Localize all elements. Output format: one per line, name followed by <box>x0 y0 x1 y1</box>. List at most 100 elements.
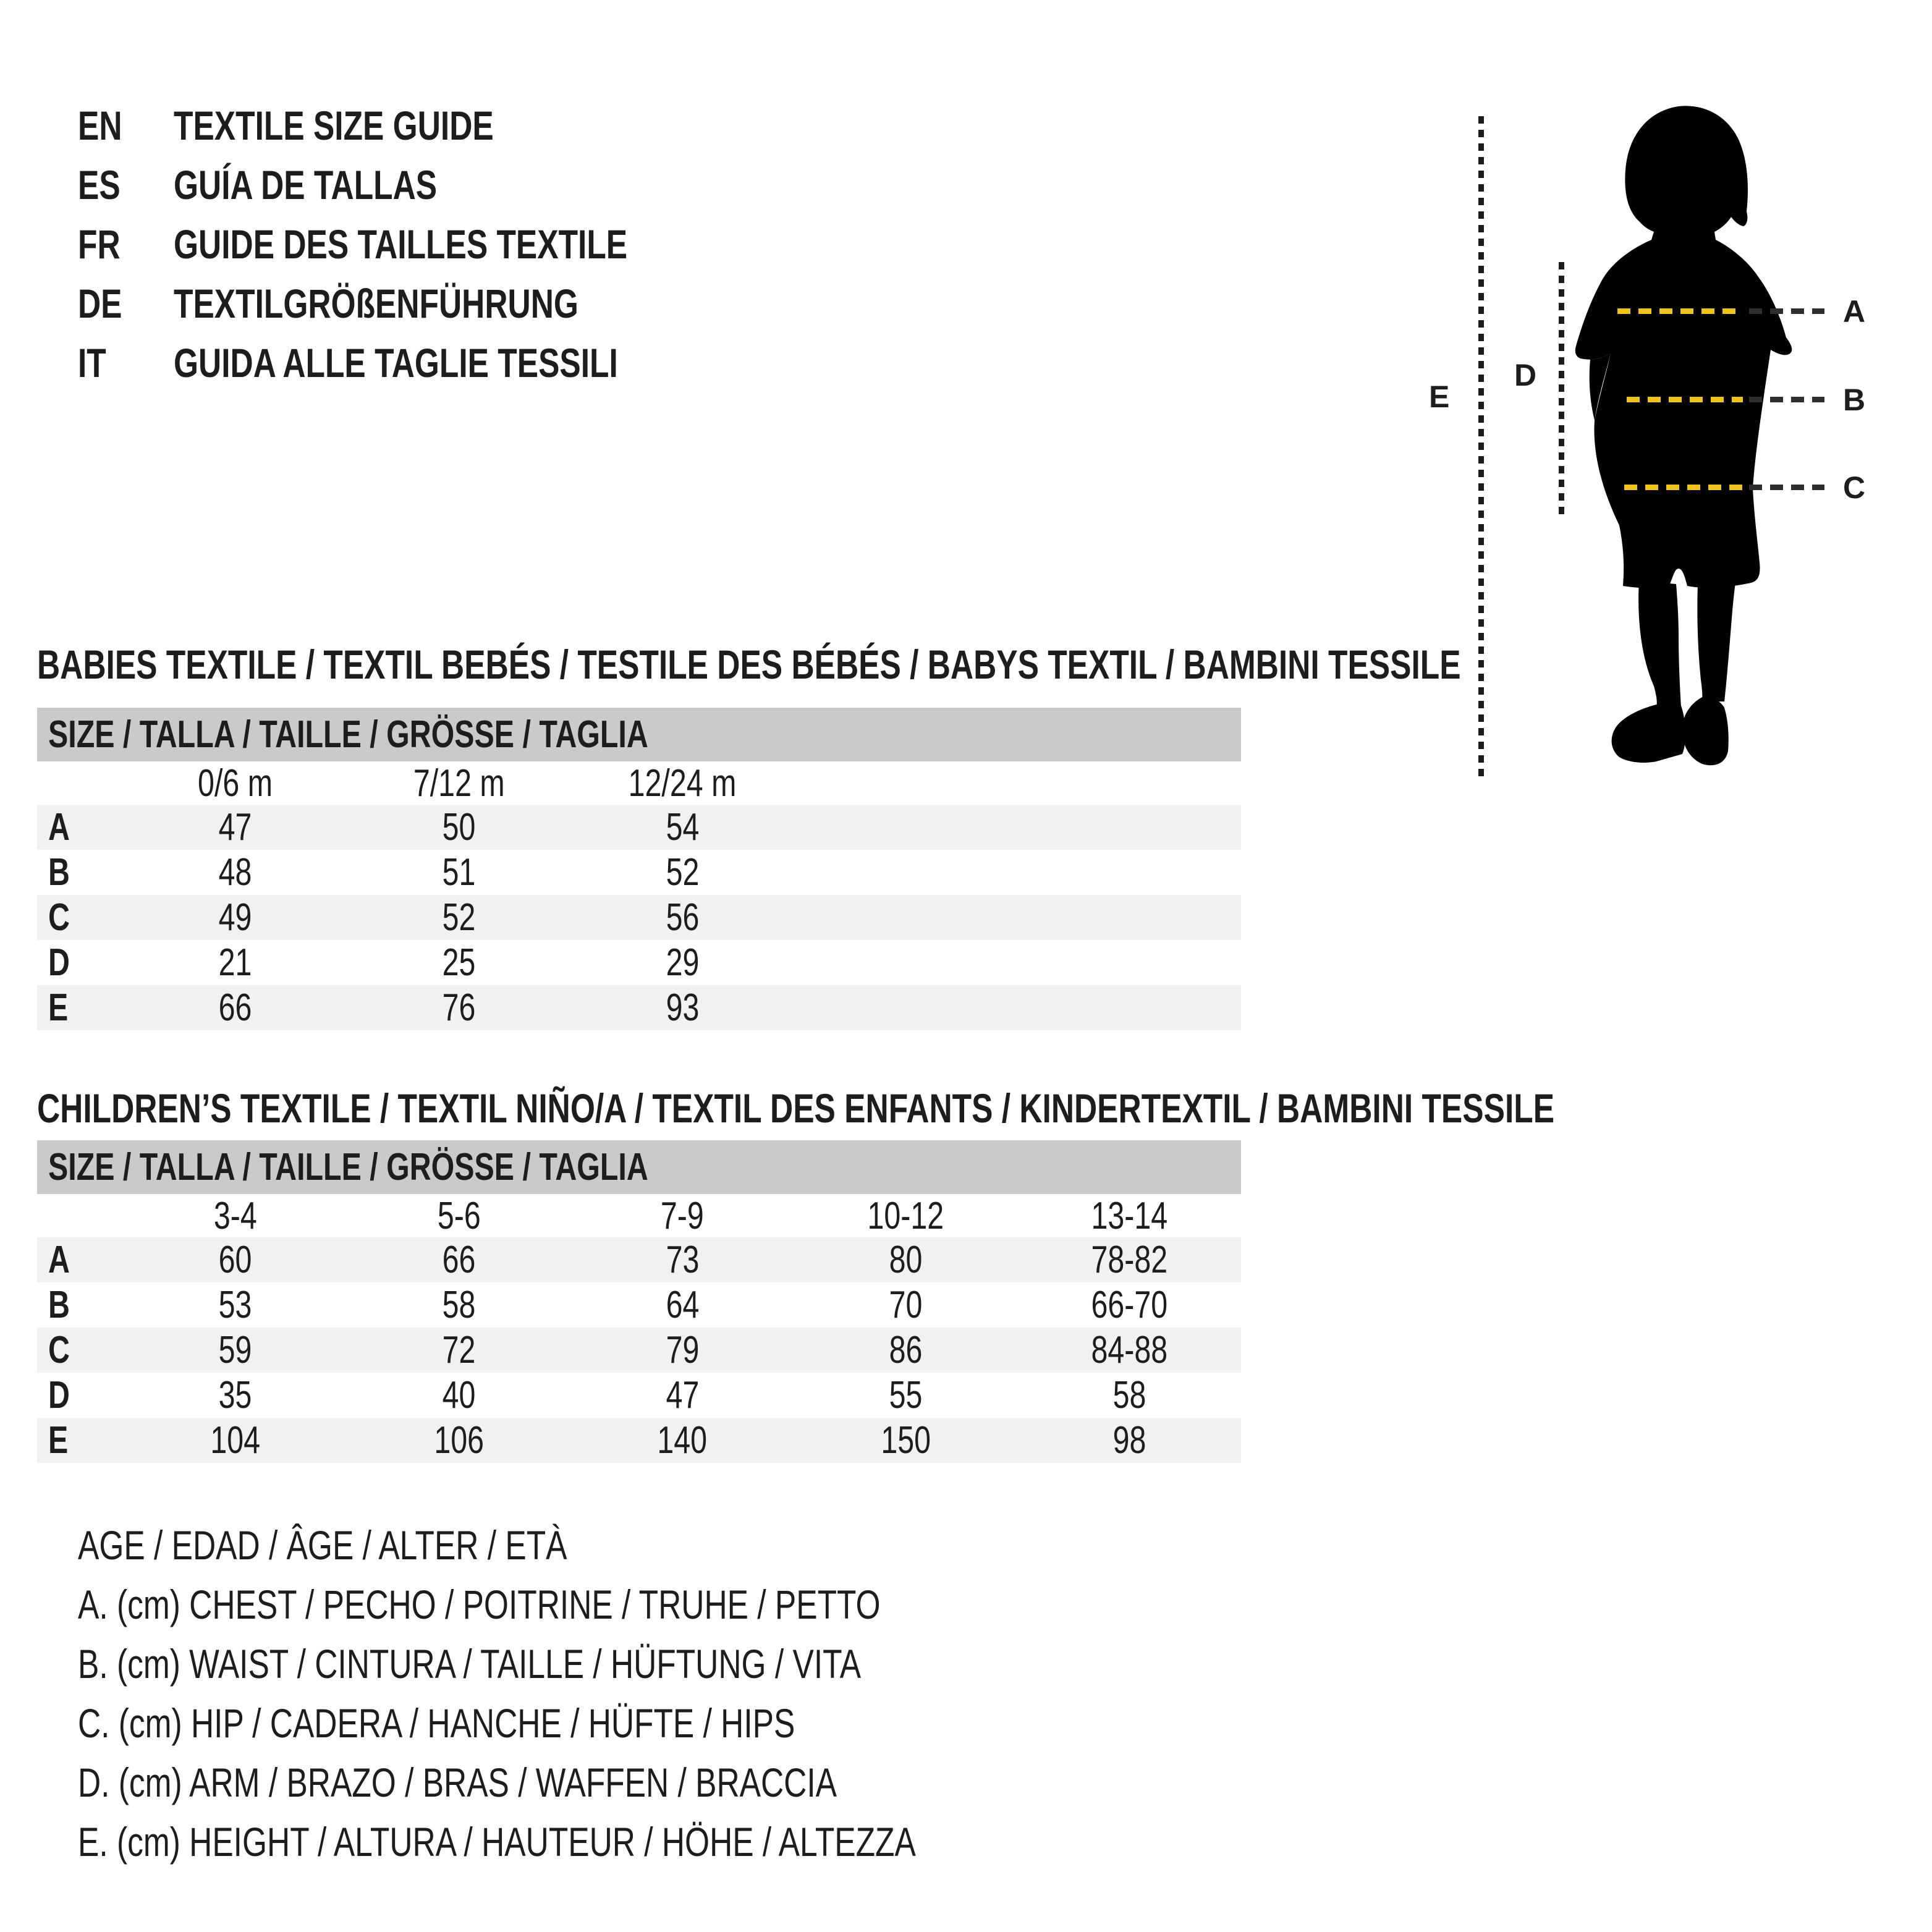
size-cell: 48 <box>124 850 347 894</box>
size-cell: 47 <box>570 1373 794 1417</box>
legend-line-chest: A. (cm) CHEST / PECHO / POITRINE / TRUHE… <box>78 1575 1152 1634</box>
size-value: 35 <box>218 1374 252 1417</box>
size-row-label-text: E <box>48 986 69 1029</box>
size-header-text: SIZE / TALLA / TAILLE / GRÖSSE / TAGLIA <box>48 713 648 756</box>
size-value: 53 <box>218 1284 252 1326</box>
size-cell: 104 <box>124 1418 347 1462</box>
legend-line-height: E. (cm) HEIGHT / ALTURA / HAUTEUR / HÖHE… <box>78 1812 1152 1871</box>
size-cell: 56 <box>570 896 794 939</box>
size-value: 66-70 <box>1091 1284 1168 1326</box>
language-title: GUIDA ALLE TAGLIE TESSILI <box>174 340 618 386</box>
column-header: 13-14 <box>1017 1194 1241 1238</box>
size-cell: 79 <box>570 1328 794 1372</box>
size-cell: 70 <box>794 1283 1018 1327</box>
size-cell: 59 <box>124 1328 347 1372</box>
column-header: 3-4 <box>124 1194 347 1238</box>
language-row: FR GUIDE DES TAILLES TEXTILE <box>78 214 755 274</box>
size-value: 25 <box>442 941 476 984</box>
column-header-text: 13-14 <box>1091 1195 1168 1237</box>
size-value: 72 <box>442 1329 476 1371</box>
language-title: TEXTILE SIZE GUIDE <box>174 103 494 148</box>
size-value: 52 <box>442 896 476 939</box>
size-row-label-text: E <box>48 1419 69 1462</box>
table-row: E 66 76 93 <box>37 985 1241 1030</box>
legend-text: B. (cm) WAIST / CINTURA / TAILLE / HÜFTU… <box>78 1641 862 1687</box>
language-title: GUÍA DE TALLAS <box>174 162 438 208</box>
legend-line-hip: C. (cm) HIP / CADERA / HANCHE / HÜFTE / … <box>78 1693 1152 1753</box>
table-row: A 47 50 54 <box>37 805 1241 850</box>
hip-measure-line-dark <box>1749 485 1824 490</box>
size-row-label: E <box>37 1418 124 1462</box>
figure-label-C: C <box>1843 470 1866 505</box>
table-row: B 48 51 52 <box>37 850 1241 895</box>
size-value: 49 <box>218 896 252 939</box>
size-value: 21 <box>218 941 252 984</box>
column-header-text: 7/12 m <box>413 762 505 805</box>
table-row: C 59 72 79 86 84-88 <box>37 1328 1241 1373</box>
size-row-label: E <box>37 986 124 1030</box>
column-header-text: 10-12 <box>867 1195 944 1237</box>
size-row-label: C <box>37 1328 124 1372</box>
column-header-text: 7-9 <box>661 1195 704 1237</box>
legend-text: AGE / EDAD / ÂGE / ALTER / ETÀ <box>78 1522 567 1568</box>
legend-text: D. (cm) ARM / BRAZO / BRAS / WAFFEN / BR… <box>78 1760 837 1805</box>
size-cell: 53 <box>124 1283 347 1327</box>
size-cell: 150 <box>794 1418 1018 1462</box>
size-row-label: B <box>37 1283 124 1327</box>
children-section-heading: CHILDREN’S TEXTILE / TEXTIL NIÑO/A / TEX… <box>37 1078 1932 1138</box>
size-cell: 35 <box>124 1373 347 1417</box>
size-value: 51 <box>442 851 476 894</box>
size-value: 73 <box>666 1239 699 1281</box>
column-header: 7-9 <box>570 1194 794 1238</box>
size-cell: 66 <box>124 986 347 1030</box>
table-row: D 35 40 47 55 58 <box>37 1373 1241 1418</box>
language-code: ES <box>78 162 121 208</box>
children-size-header-bar: SIZE / TALLA / TAILLE / GRÖSSE / TAGLIA <box>37 1140 1241 1194</box>
size-value: 84-88 <box>1091 1329 1168 1371</box>
size-cell: 47 <box>124 805 347 849</box>
size-value: 66 <box>442 1239 476 1281</box>
size-value: 58 <box>442 1284 476 1326</box>
size-row-label-text: B <box>48 851 70 894</box>
figure-label-B: B <box>1843 383 1866 417</box>
size-cell: 55 <box>794 1373 1018 1417</box>
language-row: IT GUIDA ALLE TAGLIE TESSILI <box>78 333 755 392</box>
silhouette-leg-left <box>1638 581 1681 708</box>
size-value: 48 <box>218 851 252 894</box>
size-cell: 86 <box>794 1328 1018 1372</box>
silhouette-sleeve-left <box>1575 278 1611 420</box>
legend-line-waist: B. (cm) WAIST / CINTURA / TAILLE / HÜFTU… <box>78 1634 1152 1693</box>
silhouette-shoe-left <box>1611 705 1686 763</box>
size-cell: 52 <box>570 850 794 894</box>
size-value: 66 <box>218 986 252 1029</box>
size-value: 58 <box>1112 1374 1146 1417</box>
size-value: 80 <box>889 1239 923 1281</box>
babies-section-heading: BABIES TEXTILE / TEXTIL BEBÉS / TESTILE … <box>37 635 1862 694</box>
figure-label-E: E <box>1429 379 1450 414</box>
figure-label-D: D <box>1514 358 1537 392</box>
size-row-label-text: A <box>48 1239 70 1281</box>
size-row-label: D <box>37 941 124 985</box>
language-code: DE <box>78 281 122 326</box>
table-row: B 53 58 64 70 66-70 <box>37 1282 1241 1328</box>
language-title-list: EN TEXTILE SIZE GUIDE ES GUÍA DE TALLAS FR… <box>78 96 755 392</box>
column-header-text: 3-4 <box>213 1195 257 1237</box>
size-value: 54 <box>666 806 699 849</box>
size-cell: 84-88 <box>1017 1328 1241 1372</box>
size-cell: 66 <box>347 1238 571 1282</box>
size-row-label-text: A <box>48 806 70 849</box>
language-row: DE TEXTILGRÖßENFÜHRUNG <box>78 274 755 333</box>
size-cell: 21 <box>124 941 347 985</box>
size-cell: 58 <box>347 1283 571 1327</box>
size-row-label: A <box>37 805 124 849</box>
size-cell: 49 <box>124 896 347 939</box>
size-row-label-text: C <box>48 896 70 939</box>
hip-measure-line-yellow <box>1624 485 1744 490</box>
language-row: ES GUÍA DE TALLAS <box>78 155 755 214</box>
size-value: 40 <box>442 1374 476 1417</box>
legend-line-age: AGE / EDAD / ÂGE / ALTER / ETÀ <box>78 1515 1152 1575</box>
babies-size-header-bar: SIZE / TALLA / TAILLE / GRÖSSE / TAGLIA <box>37 708 1241 761</box>
language-code: IT <box>78 340 106 386</box>
size-row-label: D <box>37 1373 124 1417</box>
